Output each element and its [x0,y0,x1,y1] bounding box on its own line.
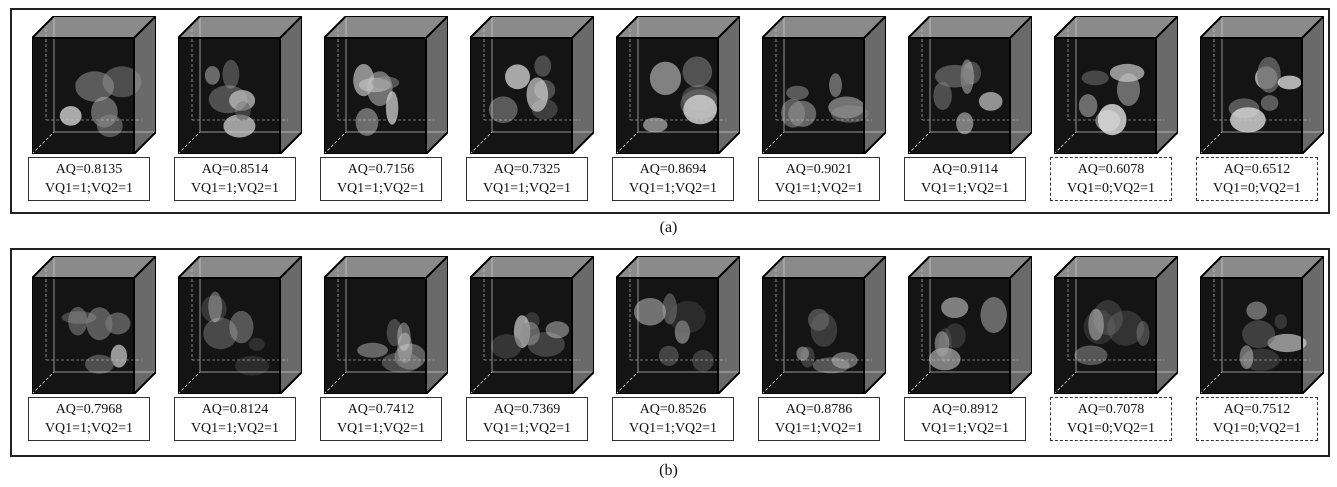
aq-score: AQ=0.8135 [55,162,123,177]
quality-caption: AQ=0.7369 VQ1=1;VQ2=1 [466,397,588,441]
vq-score: VQ1=1;VQ2=1 [920,181,1010,196]
quality-caption: AQ=0.7512 VQ1=0;VQ2=1 [1196,397,1318,441]
aq-score: AQ=0.8124 [201,402,269,417]
vq-score: VQ1=1;VQ2=1 [44,181,134,196]
vq-score: VQ1=0;VQ2=1 [1066,181,1156,196]
mri-volume-item: AQ=0.6078 VQ1=0;VQ2=1 [1042,10,1188,212]
quality-caption: AQ=0.8912 VQ1=1;VQ2=1 [904,397,1026,441]
mri-volume-item: AQ=0.7325 VQ1=1;VQ2=1 [458,10,604,212]
aq-score: AQ=0.8694 [639,162,707,177]
mri-volume-item: AQ=0.8124 VQ1=1;VQ2=1 [166,250,312,455]
vq-score: VQ1=1;VQ2=1 [336,421,426,436]
quality-caption: AQ=0.8694 VQ1=1;VQ2=1 [612,157,734,201]
panel-b-label: (b) [659,462,678,479]
mri-volume-cube-image [1054,256,1178,394]
mri-volume-item: AQ=0.7412 VQ1=1;VQ2=1 [312,250,458,455]
aq-score: AQ=0.7325 [493,162,561,177]
mri-volume-item: AQ=0.8694 VQ1=1;VQ2=1 [604,10,750,212]
mri-volume-item: AQ=0.7156 VQ1=1;VQ2=1 [312,10,458,212]
figure-panel-a: AQ=0.8135 VQ1=1;VQ2=1 AQ=0.8514 VQ1=1;VQ2=… [10,8,1330,214]
vq-score: VQ1=1;VQ2=1 [920,421,1010,436]
mri-volume-cube-image [32,256,156,394]
mri-volume-item: AQ=0.7078 VQ1=0;VQ2=1 [1042,250,1188,455]
mri-volume-item: AQ=0.9114 VQ1=1;VQ2=1 [896,10,1042,212]
panel-a-label: (a) [659,219,678,236]
vq-score: VQ1=1;VQ2=1 [628,181,718,196]
mri-volume-cube-image [178,16,302,154]
quality-caption: AQ=0.7325 VQ1=1;VQ2=1 [466,157,588,201]
mri-volume-cube-image [32,16,156,154]
mri-volume-item: AQ=0.8912 VQ1=1;VQ2=1 [896,250,1042,455]
aq-score: AQ=0.7078 [1077,402,1145,417]
quality-caption: AQ=0.8786 VQ1=1;VQ2=1 [758,397,880,441]
vq-score: VQ1=1;VQ2=1 [628,421,718,436]
aq-score: AQ=0.8526 [639,402,707,417]
mri-volume-item: AQ=0.7512 VQ1=0;VQ2=1 [1188,250,1334,455]
quality-caption: AQ=0.7412 VQ1=1;VQ2=1 [320,397,442,441]
quality-caption: AQ=0.7968 VQ1=1;VQ2=1 [28,397,150,441]
mri-volume-cube-image [470,16,594,154]
mri-volume-item: AQ=0.8526 VQ1=1;VQ2=1 [604,250,750,455]
mri-volume-item: AQ=0.8786 VQ1=1;VQ2=1 [750,250,896,455]
mri-volume-cube-image [762,256,886,394]
vq-score: VQ1=1;VQ2=1 [44,421,134,436]
aq-score: AQ=0.6512 [1223,162,1291,177]
quality-caption: AQ=0.8514 VQ1=1;VQ2=1 [174,157,296,201]
mri-volume-item: AQ=0.6512 VQ1=0;VQ2=1 [1188,10,1334,212]
quality-caption: AQ=0.6078 VQ1=0;VQ2=1 [1050,157,1172,201]
mri-volume-cube-image [908,16,1032,154]
aq-score: AQ=0.7512 [1223,402,1291,417]
aq-score: AQ=0.8514 [201,162,269,177]
quality-caption: AQ=0.8135 VQ1=1;VQ2=1 [28,157,150,201]
aq-score: AQ=0.7968 [55,402,123,417]
aq-score: AQ=0.8786 [785,402,853,417]
aq-score: AQ=0.9021 [785,162,853,177]
mri-volume-cube-image [178,256,302,394]
aq-score: AQ=0.6078 [1077,162,1145,177]
vq-score: VQ1=1;VQ2=1 [774,421,864,436]
mri-volume-cube-image [908,256,1032,394]
mri-volume-cube-image [470,256,594,394]
mri-volume-cube-image [1054,16,1178,154]
vq-score: VQ1=0;VQ2=1 [1212,421,1302,436]
quality-caption: AQ=0.7156 VQ1=1;VQ2=1 [320,157,442,201]
figure-panel-b: AQ=0.7968 VQ1=1;VQ2=1 AQ=0.8124 VQ1=1;VQ2=… [10,248,1330,457]
mri-volume-cube-image [616,16,740,154]
vq-score: VQ1=1;VQ2=1 [482,181,572,196]
mri-volume-item: AQ=0.8514 VQ1=1;VQ2=1 [166,10,312,212]
quality-caption: AQ=0.8124 VQ1=1;VQ2=1 [174,397,296,441]
aq-score: AQ=0.9114 [931,162,999,177]
mri-volume-item: AQ=0.8135 VQ1=1;VQ2=1 [20,10,166,212]
mri-volume-item: AQ=0.7369 VQ1=1;VQ2=1 [458,250,604,455]
mri-volume-cube-image [1200,16,1324,154]
quality-caption: AQ=0.7078 VQ1=0;VQ2=1 [1050,397,1172,441]
quality-caption: AQ=0.9114 VQ1=1;VQ2=1 [904,157,1026,201]
aq-score: AQ=0.7156 [347,162,415,177]
vq-score: VQ1=0;VQ2=1 [1066,421,1156,436]
quality-caption: AQ=0.8526 VQ1=1;VQ2=1 [612,397,734,441]
vq-score: VQ1=1;VQ2=1 [482,421,572,436]
mri-volume-item: AQ=0.7968 VQ1=1;VQ2=1 [20,250,166,455]
mri-volume-cube-image [616,256,740,394]
mri-volume-cube-image [1200,256,1324,394]
vq-score: VQ1=0;VQ2=1 [1212,181,1302,196]
aq-score: AQ=0.7369 [493,402,561,417]
aq-score: AQ=0.7412 [347,402,415,417]
quality-caption: AQ=0.6512 VQ1=0;VQ2=1 [1196,157,1318,201]
mri-volume-cube-image [324,256,448,394]
mri-volume-cube-image [324,16,448,154]
aq-score: AQ=0.8912 [931,402,999,417]
mri-volume-cube-image [762,16,886,154]
mri-volume-item: AQ=0.9021 VQ1=1;VQ2=1 [750,10,896,212]
vq-score: VQ1=1;VQ2=1 [190,181,280,196]
quality-caption: AQ=0.9021 VQ1=1;VQ2=1 [758,157,880,201]
vq-score: VQ1=1;VQ2=1 [190,421,280,436]
vq-score: VQ1=1;VQ2=1 [774,181,864,196]
vq-score: VQ1=1;VQ2=1 [336,181,426,196]
